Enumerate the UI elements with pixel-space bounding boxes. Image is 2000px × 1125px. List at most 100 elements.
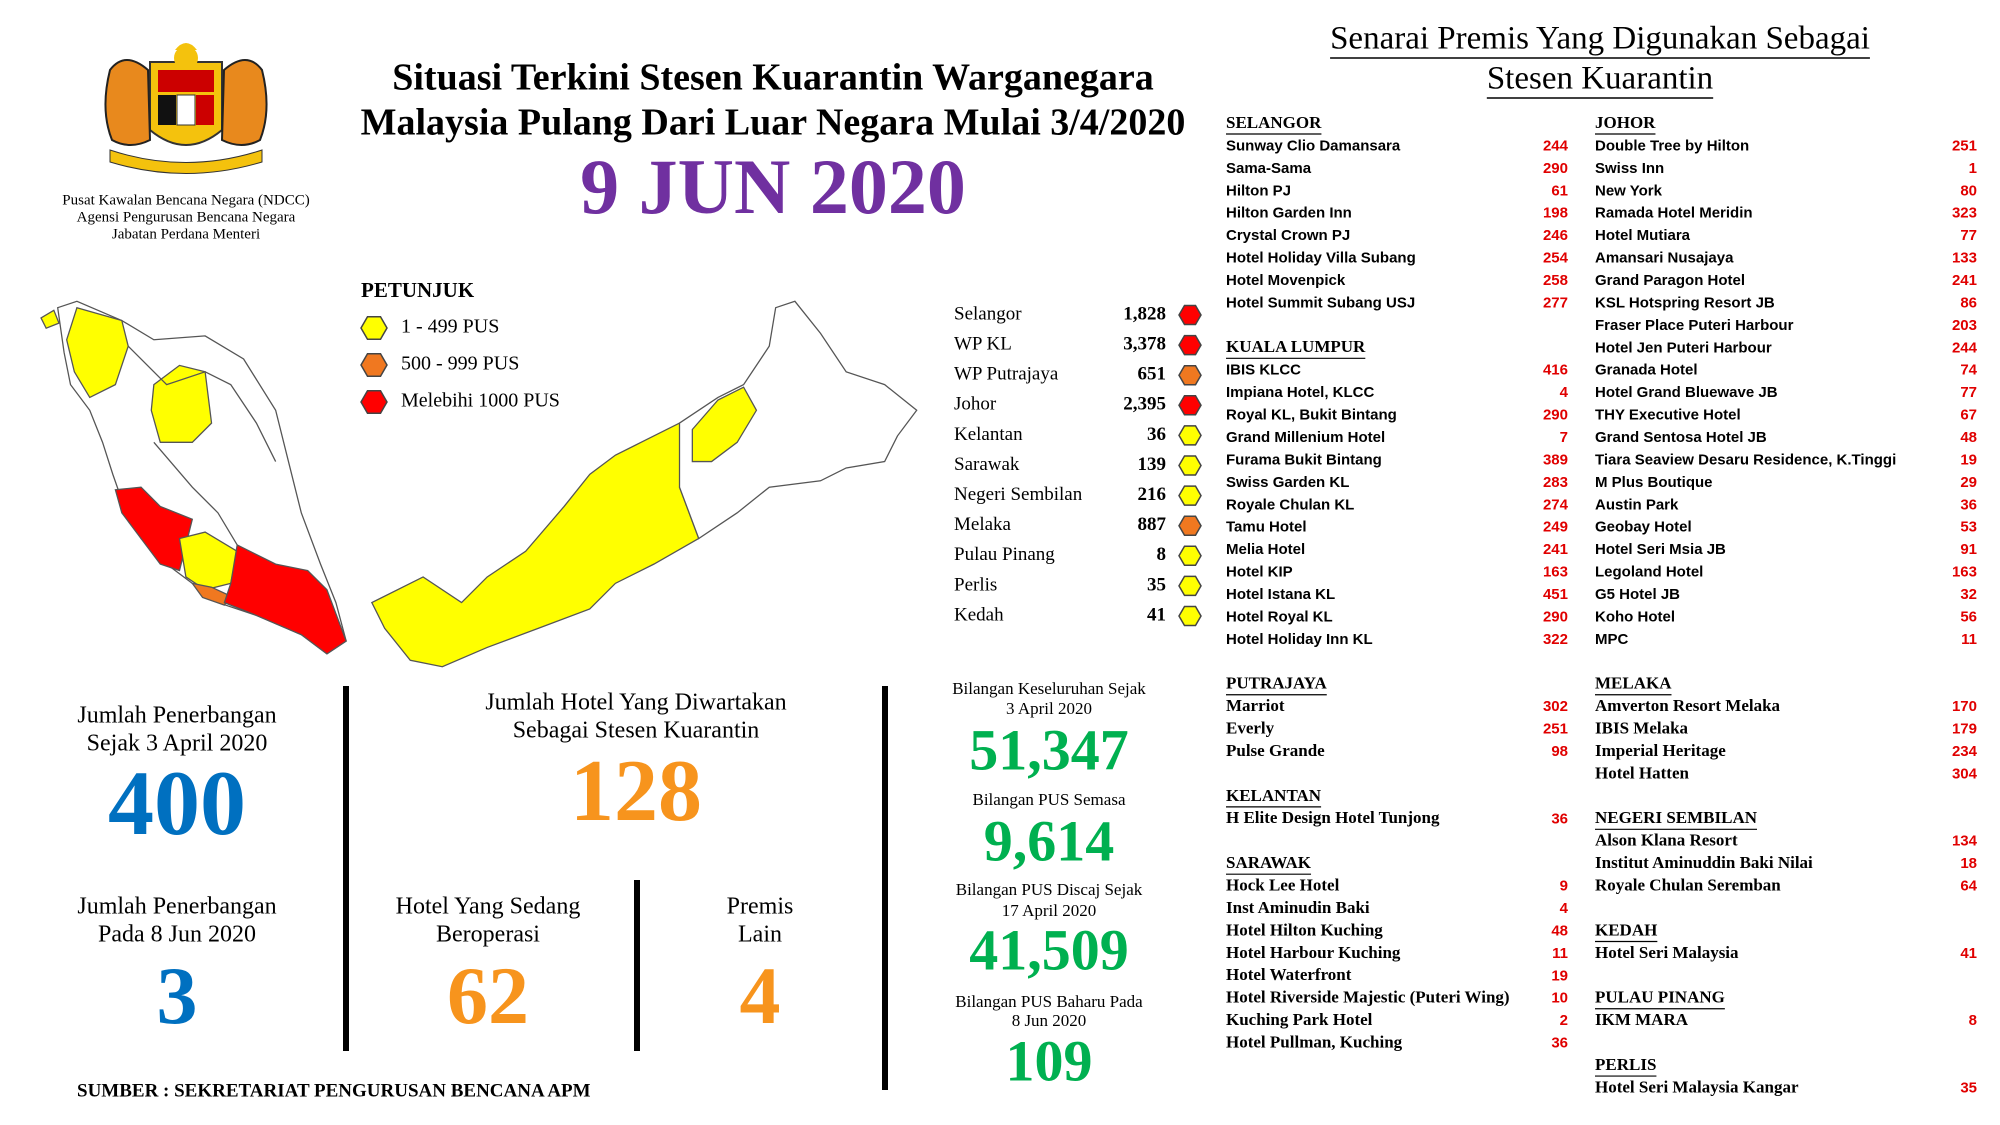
hotel-count: 251 [1543,721,1568,738]
premises-title: Stesen Kuarantin [1487,61,1713,97]
section-header: PUTRAJAYA [1226,674,1327,693]
state-value: 35 [1147,574,1166,595]
legend-label: Melebihi 1000 PUS [401,390,560,412]
hotel-name: Grand Sentosa Hotel JB [1595,429,1767,446]
hotel-name: Inst Aminudin Baki [1226,898,1370,917]
hotel-name: Hotel Mutiara [1595,227,1691,244]
hotel-name: MPC [1595,631,1629,648]
state-value: 36 [1147,424,1166,445]
total-label: Bilangan Keseluruhan Sejak [952,679,1146,698]
total-value: 51,347 [969,717,1129,782]
agency-line: Pusat Kawalan Bencana Negara (NDCC) [62,192,309,208]
hotel-count: 416 [1543,362,1568,379]
state-value: 8 [1157,544,1167,565]
divider [343,686,349,1051]
hotel-name: Austin Park [1595,496,1679,513]
hotel-name: Hilton PJ [1226,182,1291,199]
hotel-name: Tamu Hotel [1226,519,1307,536]
legend-swatch [360,352,388,378]
total-value: 41,509 [969,917,1129,982]
hotel-name: Royale Chulan KL [1226,496,1354,513]
hotel-count: 241 [1543,541,1568,558]
hotel-count: 67 [1960,407,1977,424]
hotel-count: 258 [1543,272,1568,289]
hotel-name: Swiss Garden KL [1226,474,1349,491]
legend-swatch [360,389,388,415]
state-value: 887 [1138,514,1167,535]
state-value: 139 [1138,454,1167,475]
divider [634,880,640,1051]
hotel-name: Hotel Waterfront [1226,965,1352,984]
title-line: Situasi Terkini Stesen Kuarantin Wargane… [392,57,1154,99]
state-marker [1178,334,1202,356]
hotel-name: Hotel Istana KL [1226,586,1335,603]
state-name: Kelantan [954,424,1023,445]
state-marker [1178,364,1202,386]
hotel-count: 19 [1551,967,1568,984]
hotel-count: 77 [1960,227,1977,244]
hotel-name: Hotel Jen Puteri Harbour [1595,339,1772,356]
hotel-count: 56 [1960,608,1977,625]
hotel-count: 251 [1952,137,1977,154]
hotel-name: Hotel Seri Msia JB [1595,541,1726,558]
hotel-count: 302 [1543,698,1568,715]
hotel-name: Melia Hotel [1226,541,1305,558]
hotel-count: 234 [1952,743,1978,760]
state-marker [1178,425,1202,446]
hotel-name: Hilton Garden Inn [1226,205,1352,222]
hotel-count: 7 [1560,429,1568,446]
hotel-count: 36 [1551,1035,1568,1052]
hotel-name: Hotel Royal KL [1226,608,1333,625]
hotel-count: 244 [1543,137,1569,154]
state-marker [1178,304,1202,326]
state-value: 216 [1138,484,1167,505]
hotel-count: 80 [1960,182,1977,199]
hotel-count: 170 [1952,698,1977,715]
hotel-count: 1 [1969,160,1977,177]
legend-swatch [360,315,388,341]
agency-line: Jabatan Perdana Menteri [112,226,260,242]
state-name: WP Putrajaya [954,364,1059,385]
hotel-name: Hotel Pullman, Kuching [1226,1033,1403,1052]
hotel-name: Hotel Seri Malaysia [1595,943,1739,962]
hotel-name: Grand Paragon Hotel [1595,272,1745,289]
stat-label: Jumlah Hotel Yang Diwartakan [485,690,786,716]
total-label: Bilangan PUS Semasa [973,790,1126,809]
state-marker [1178,485,1202,506]
hotel-count: 36 [1551,810,1568,827]
hotel-count: 61 [1551,182,1568,199]
hotel-count: 179 [1952,721,1977,738]
hotel-name: Amansari Nusajaya [1595,250,1734,267]
hotel-count: 35 [1960,1079,1977,1096]
stat-value: 62 [447,950,529,1041]
total-label: 3 April 2020 [1006,699,1092,718]
hotel-name: Grand Millenium Hotel [1226,429,1385,446]
state-marker [1178,455,1202,476]
hotel-name: Geobay Hotel [1595,519,1692,536]
state-value: 1,828 [1123,303,1166,324]
hotel-name: Hotel Harbour Kuching [1226,943,1401,962]
stat-label: Lain [738,922,782,948]
hotel-count: 8 [1969,1012,1977,1029]
total-label: Bilangan PUS Discaj Sejak [956,880,1143,899]
state-name: Sarawak [954,454,1020,475]
hotel-count: 19 [1960,451,1977,468]
hotel-count: 134 [1952,833,1978,850]
section-header: PERLIS [1595,1055,1656,1074]
hotel-name: Hotel KIP [1226,564,1293,581]
state-name: Melaka [954,514,1012,535]
state-marker [1178,515,1202,536]
hotel-name: IKM MARA [1595,1010,1689,1029]
state-name: Perlis [954,574,997,595]
hotel-name: Hotel Holiday Inn KL [1226,631,1373,648]
stat-label: Beroperasi [436,922,540,948]
state-marker [1178,605,1202,627]
date: 9 JUN 2020 [580,143,966,230]
hotel-name: Double Tree by Hilton [1595,137,1749,154]
hotel-name: Marriot [1226,696,1285,715]
state-marker [1178,575,1202,597]
hotel-count: 241 [1952,272,1977,289]
hotel-name: Hotel Hilton Kuching [1226,920,1383,939]
hotel-count: 322 [1543,631,1568,648]
hotel-name: Ramada Hotel Meridin [1595,205,1753,222]
